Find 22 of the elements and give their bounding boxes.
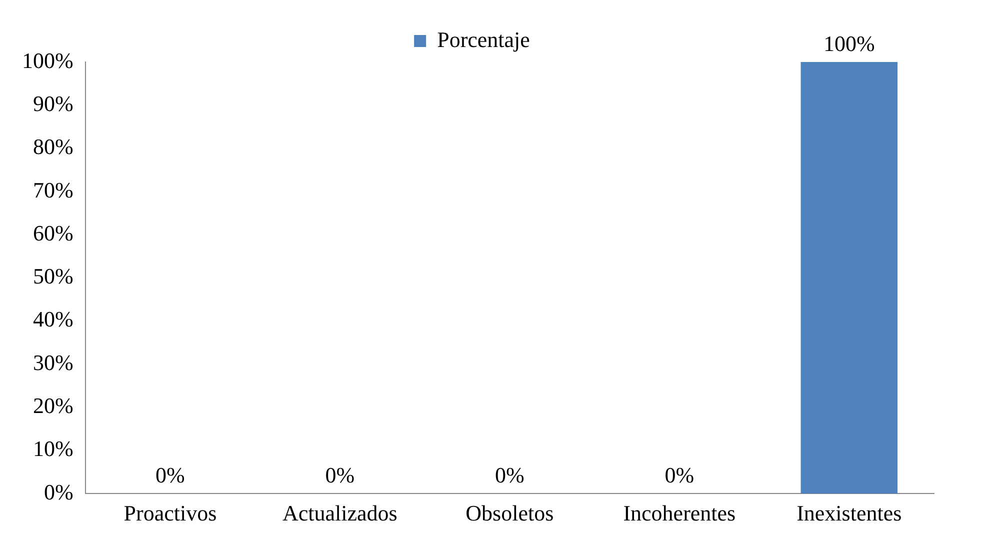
y-tick-label: 40% xyxy=(33,306,74,332)
y-tick-label: 90% xyxy=(33,90,74,116)
data-label: 0% xyxy=(664,462,694,488)
x-tick-label: Incoherentes xyxy=(623,500,736,526)
y-tick-label: 100% xyxy=(22,48,74,73)
data-label: 0% xyxy=(495,462,524,488)
x-tick-label: Obsoletos xyxy=(466,500,554,526)
data-label: 0% xyxy=(325,462,355,488)
y-tick-label: 50% xyxy=(33,264,74,289)
data-label: 100% xyxy=(823,30,875,56)
x-tick-label: Actualizados xyxy=(282,500,398,526)
x-tick-label: Proactivos xyxy=(124,500,217,526)
x-tick-label: Inexistentes xyxy=(796,500,902,526)
y-tick-label: 20% xyxy=(33,393,74,418)
legend-label: Porcentaje xyxy=(437,26,530,52)
y-tick-label: 60% xyxy=(33,220,74,246)
y-tick-label: 10% xyxy=(33,436,74,462)
y-tick-label: 70% xyxy=(33,177,74,202)
y-tick-label: 30% xyxy=(33,350,74,375)
y-tick-label: 0% xyxy=(44,479,74,504)
data-label: 0% xyxy=(156,462,185,488)
y-tick-label: 80% xyxy=(33,134,74,160)
